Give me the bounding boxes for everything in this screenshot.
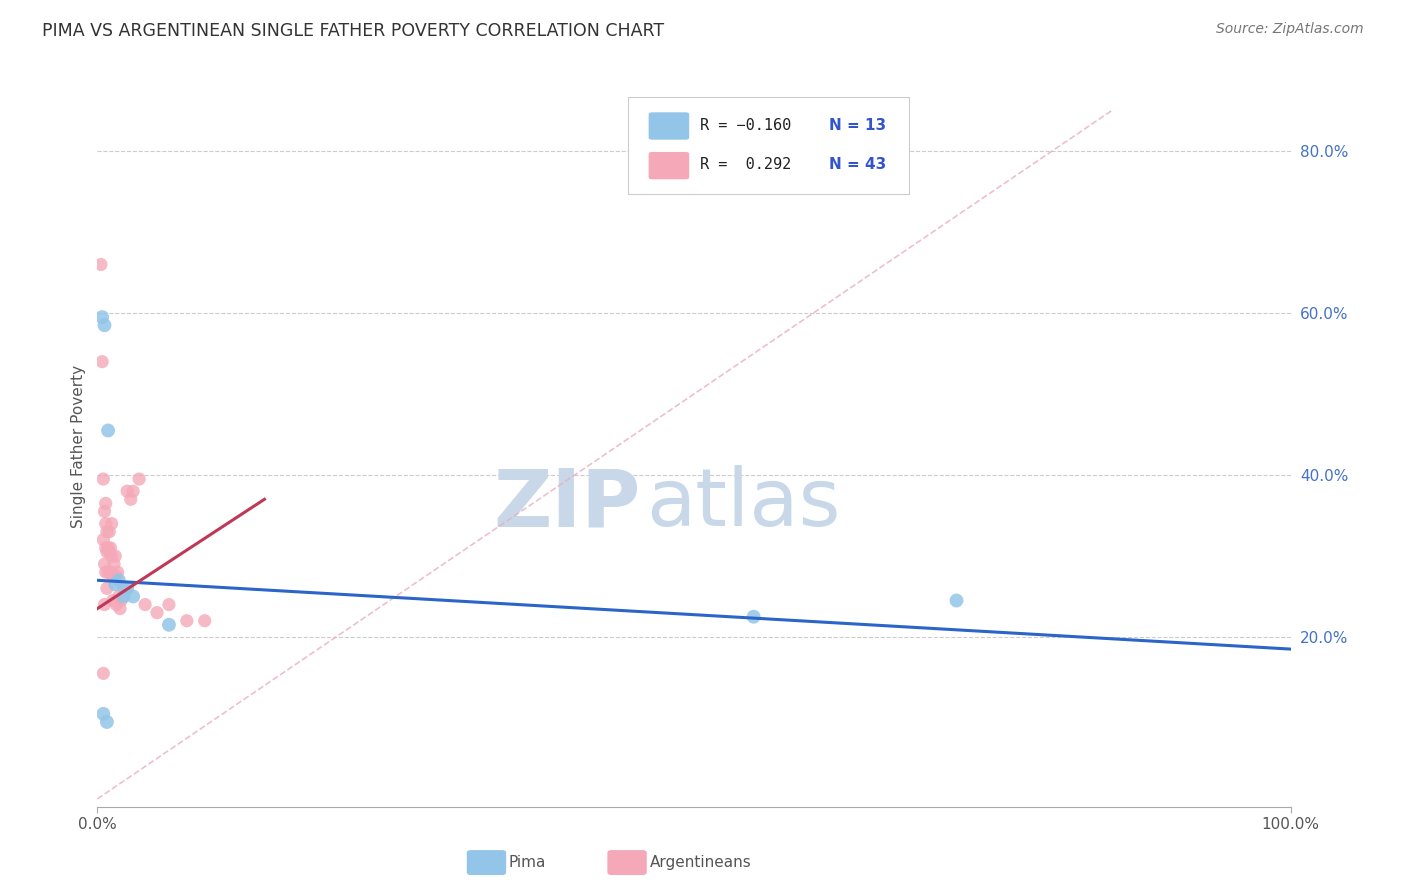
Point (100, 549, 122, 563)
Point (107, 565, 129, 579)
Point (97, 424, 120, 438)
Text: R = −0.160: R = −0.160 (700, 118, 792, 133)
Point (96, 545, 118, 559)
Text: ZIP: ZIP (494, 466, 640, 543)
Point (91, 310, 114, 325)
Point (122, 484, 145, 499)
Text: Argentineans: Argentineans (650, 855, 751, 870)
Point (115, 582, 138, 596)
Point (91, 472, 114, 486)
Point (108, 590, 131, 604)
Point (194, 614, 217, 628)
Point (91, 354, 114, 368)
Point (93, 598, 115, 612)
Point (112, 582, 135, 596)
Point (94, 516, 117, 531)
Text: atlas: atlas (647, 466, 841, 543)
Point (105, 569, 128, 583)
Point (98, 545, 121, 559)
Point (91, 533, 114, 547)
Text: Source: ZipAtlas.com: Source: ZipAtlas.com (1216, 22, 1364, 37)
Text: R =  0.292: R = 0.292 (700, 157, 792, 172)
Text: Pima: Pima (509, 855, 547, 870)
Point (94, 541, 117, 555)
Point (97, 541, 120, 555)
Point (101, 593, 124, 607)
Point (94, 565, 117, 579)
Point (96, 714, 118, 729)
FancyBboxPatch shape (648, 112, 689, 140)
Point (157, 598, 180, 612)
Point (146, 606, 169, 620)
Point (97, 565, 120, 579)
Point (108, 574, 131, 588)
Text: N = 13: N = 13 (828, 118, 886, 133)
Point (115, 484, 138, 499)
Point (100, 541, 122, 555)
Point (110, 593, 132, 607)
Point (122, 590, 145, 604)
Point (108, 601, 131, 615)
Point (742, 609, 765, 624)
Point (93, 504, 115, 518)
Point (101, 569, 124, 583)
Point (105, 598, 128, 612)
Point (112, 590, 135, 604)
Point (100, 565, 122, 579)
Text: PIMA VS ARGENTINEAN SINGLE FATHER POVERTY CORRELATION CHART: PIMA VS ARGENTINEAN SINGLE FATHER POVERT… (42, 22, 664, 40)
Point (90, 258, 112, 272)
Point (134, 598, 156, 612)
FancyBboxPatch shape (628, 97, 908, 194)
Text: N = 43: N = 43 (828, 157, 886, 172)
Point (100, 516, 122, 531)
Point (104, 549, 127, 563)
Point (96, 524, 118, 539)
Point (945, 593, 967, 607)
Point (103, 557, 125, 571)
Point (94, 496, 117, 510)
Point (128, 472, 150, 486)
Point (91, 666, 114, 681)
Y-axis label: Single Father Poverty: Single Father Poverty (72, 365, 86, 528)
Point (96, 582, 118, 596)
Point (176, 614, 198, 628)
Point (93, 318, 115, 333)
Point (157, 617, 180, 632)
Point (104, 577, 127, 591)
Point (120, 492, 142, 507)
Point (93, 557, 115, 571)
Point (91, 706, 114, 721)
FancyBboxPatch shape (648, 152, 689, 179)
Point (98, 524, 121, 539)
